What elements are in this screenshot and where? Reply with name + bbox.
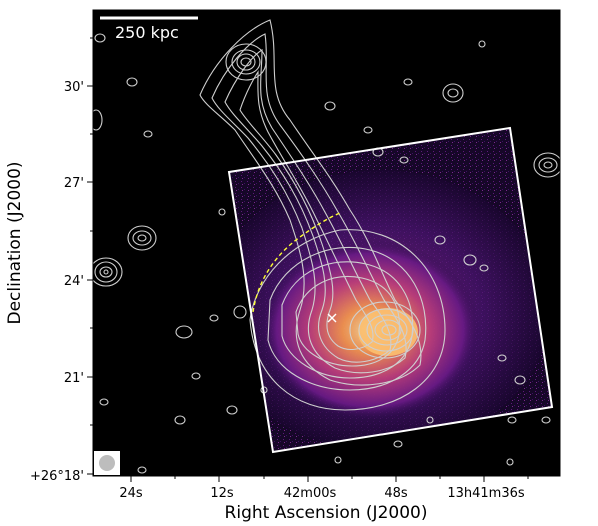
scale-bar-label: 250 kpc [115, 23, 179, 42]
y-axis-title: Declination (J2000) [5, 161, 25, 324]
y-tick-label-0: 30' [64, 80, 84, 95]
shock-arc [252, 212, 341, 313]
x-axis-ticks [130, 476, 529, 482]
x-tick-label-3: 48s [384, 486, 408, 501]
plot-frame [92, 9, 561, 477]
y-tick-label-4: +26°18' [30, 469, 84, 484]
y-axis-ticks [87, 37, 93, 475]
beam-ellipse [99, 455, 115, 471]
x-tick-label-2: 42m00s [284, 486, 337, 501]
x-tick-labels: 24s 12s 42m00s 48s 13h41m36s [119, 486, 525, 501]
y-tick-label-3: 21' [64, 371, 84, 386]
x-tick-label-1: 12s [210, 486, 234, 501]
y-tick-label-2: 24' [64, 274, 84, 289]
center-marker [327, 313, 337, 323]
y-tick-labels: 30' 27' 24' 21' +26°18' [30, 80, 84, 484]
radio-contours [93, 19, 560, 474]
x-axis-title: Right Ascension (J2000) [225, 503, 428, 523]
y-tick-label-1: 27' [64, 176, 84, 191]
xray-field-box [227, 126, 554, 454]
x-tick-label-0: 24s [119, 486, 143, 501]
x-tick-label-4: 13h41m36s [447, 486, 525, 501]
